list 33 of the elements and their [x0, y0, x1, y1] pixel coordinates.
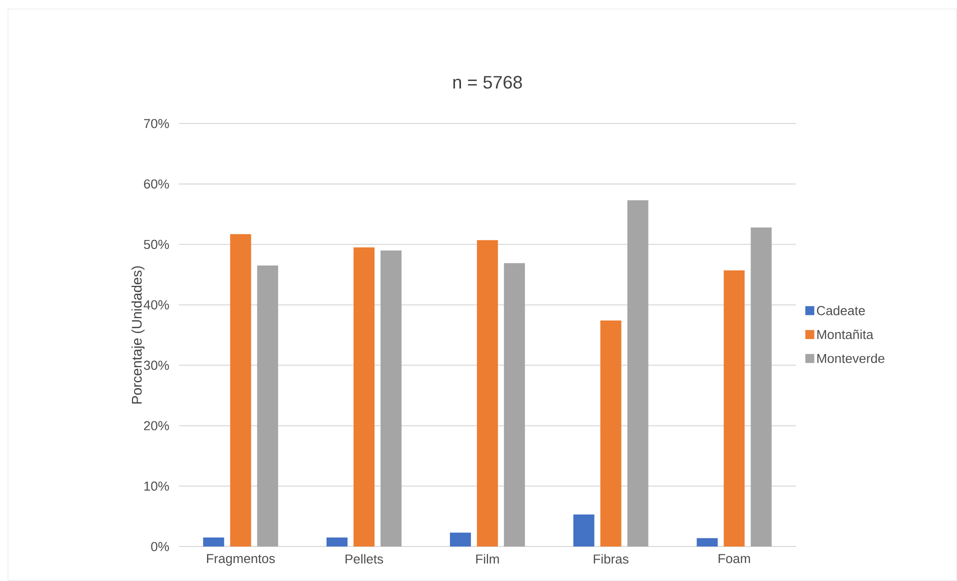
bar	[326, 537, 348, 547]
bar	[203, 537, 224, 547]
bar	[257, 266, 278, 547]
legend-label: Montañita	[817, 330, 874, 340]
y-tick-label: 0%	[151, 542, 169, 552]
bar	[504, 263, 525, 547]
bar	[380, 250, 402, 547]
bar	[750, 227, 772, 547]
y-tick-label: 50%	[144, 240, 169, 250]
x-tick-label: Film	[476, 554, 499, 564]
legend-label: Cadeate	[816, 306, 865, 316]
bar	[696, 538, 718, 547]
y-axis-title: Porcentaje (Unidades)	[131, 266, 145, 404]
legend-label: Monteverde	[817, 354, 884, 364]
x-tick-label: Pellets	[346, 554, 384, 564]
bar	[724, 270, 745, 547]
bar	[450, 532, 471, 547]
x-tick-label: Fibras	[594, 554, 628, 564]
bar	[354, 247, 375, 547]
y-tick-label: 30%	[144, 360, 169, 370]
y-tick-label: 70%	[144, 118, 169, 128]
y-tick-label: 10%	[144, 482, 169, 491]
bar	[230, 234, 252, 547]
x-tick-label: Foam	[718, 554, 750, 564]
bar	[627, 200, 648, 547]
bar	[476, 240, 498, 547]
bar	[573, 514, 594, 547]
y-tick-label: 20%	[144, 421, 169, 430]
bar	[600, 320, 622, 547]
y-tick-label: 60%	[144, 179, 169, 189]
chart-title: n = 5768	[453, 76, 522, 89]
x-tick-label: Fragmentos	[207, 554, 275, 566]
y-tick-label: 40%	[144, 300, 169, 310]
